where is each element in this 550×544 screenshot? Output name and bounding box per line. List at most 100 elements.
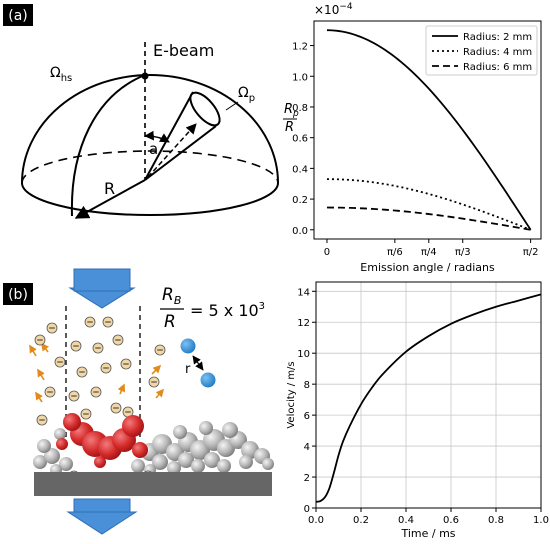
hemisphere-base-back [21,150,279,184]
series-line [315,293,542,503]
red-particle [122,415,144,437]
electron [102,316,114,328]
gray-particle [44,448,60,464]
gray-particle [54,428,66,440]
beam-entry-point [141,72,149,80]
electron [34,334,46,346]
axis-multiplier-exponent: −4 [339,2,353,12]
x-tick-label: 0.4 [398,515,414,526]
axis-multiplier-base: ×10 [314,3,339,17]
omega-p-pointer [225,101,239,111]
ratio-numerator: RB [162,285,181,307]
emission-arrow [117,383,126,395]
beam-arrow-shaft-bottom [73,498,131,514]
y-tick-label: 6 [304,411,310,422]
electron [46,322,58,334]
y-label-num-sub: p [292,109,299,119]
radius-label: R [104,179,115,198]
red-particle [132,442,148,458]
y-tick-label: 1.0 [292,72,308,83]
ratio-denominator: R [164,312,176,332]
electron [84,316,96,328]
x-tick-label: π/4 [421,247,437,258]
x-tick-label: 1.0 [533,515,549,526]
panel-a-label: (a) [8,8,28,24]
gray-particle [222,422,238,438]
electron [68,390,80,402]
x-tick-label: 0 [324,247,330,258]
y-tick-label: 0.4 [292,164,308,175]
electron [54,356,66,368]
panel-b-label: (b) [8,287,28,303]
emission-arrow [41,342,50,353]
y-axis-label-numerator: Rp [284,102,299,119]
y-tick-label: 1.2 [292,42,308,53]
gray-particle [239,455,253,469]
emitted-particles [29,342,165,403]
cone-edge-right [144,125,217,181]
electron [76,366,88,378]
emission-arrow [155,388,165,399]
gray-particle [191,459,205,473]
electron [90,386,102,398]
panel-b-label-box [3,283,33,305]
angle-label: a [149,140,158,158]
blue-particle-2 [200,372,216,388]
velocity-time-chart: 0.0 0.2 0.4 0.6 0.8 1.0 0 2 4 6 8 10 12 14 Time / ms Ve… [286,281,549,540]
angle-arc [144,130,170,143]
panel-a-label-box [3,4,33,26]
gray-particle [178,452,194,468]
electron [36,414,48,426]
electron [110,402,122,414]
blue-particle-1 [180,338,196,354]
y-tick-label: 10 [297,349,310,360]
legend: Radius: 2 mm Radius: 4 mm Radius: 6 mm [425,25,538,76]
omega-hs-label: Ωhs [50,65,72,84]
electron [70,340,82,352]
red-particle [63,413,81,431]
gray-particle [204,452,220,468]
y-tick-label: 0.8 [292,103,308,114]
x-tick-label: 0.8 [488,515,504,526]
emission-arrow [29,344,37,357]
x-tick-label: 0.2 [353,515,369,526]
x-axis-label: Time / ms [400,527,455,540]
y-tick-label: 2 [304,473,310,484]
substrate [34,472,272,496]
legend-label: Radius: 2 mm [463,32,532,43]
legend-label: Radius: 4 mm [463,47,532,58]
hemisphere-meridian [70,74,146,217]
gray-particle-pile [33,421,274,476]
gray-particle [167,461,181,475]
y-axis-label-denominator: R [285,120,294,135]
gray-particle [131,459,145,473]
separation-arrow [192,355,204,371]
emission-angle-chart: ×10−4 0.0 0.2 0.4 0.6 0.8 1.0 1.2 0 π/6 π/4 π/3 π/2 E… [283,2,542,274]
x-axis-label: Emission angle / radians [360,261,495,274]
electron-group [34,316,166,426]
beam-label: E-beam [153,41,214,60]
separation-label: r [185,362,191,377]
red-particle [56,438,68,450]
beam-down-arrow-bottom [66,511,138,535]
x-tick-label: π/3 [455,247,471,258]
plot-frame [313,20,542,240]
x-tick-label: 0.6 [443,515,459,526]
red-particle [94,456,106,468]
electron [120,358,132,370]
electron [92,342,104,354]
beam-arrow-shaft-top [73,268,131,292]
y-tick-label: 8 [304,380,310,391]
y-label-num-base: R [284,102,293,117]
y-tick-label: 4 [304,442,310,453]
gray-particle [173,425,187,439]
red-particle-cluster [56,413,148,468]
legend-label: Radius: 6 mm [463,62,532,73]
electron [112,334,124,346]
gray-particle [59,457,73,471]
cone-aperture [189,91,221,127]
emission-arrow [35,391,43,403]
emission-direction-arrow [147,123,197,178]
plot-frame [315,281,542,509]
